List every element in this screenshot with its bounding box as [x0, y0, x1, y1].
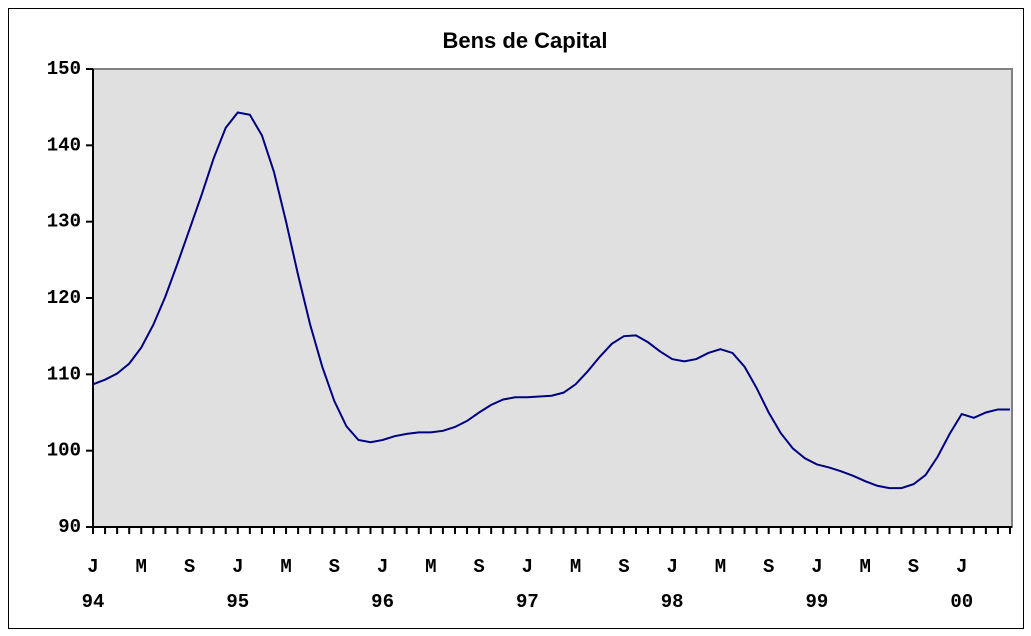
- x-tick-label: J: [522, 556, 533, 578]
- x-tick-label: M: [570, 556, 581, 578]
- x-tick-label: J: [377, 556, 388, 578]
- x-group-label: 00: [950, 591, 973, 613]
- x-tick-label: M: [715, 556, 726, 578]
- y-tick-label: 120: [47, 287, 81, 309]
- x-group-label: 94: [82, 591, 105, 613]
- x-group-label: 96: [371, 591, 394, 613]
- y-tick-label: 130: [47, 211, 81, 233]
- x-tick-label: S: [908, 556, 919, 578]
- x-tick-label: J: [232, 556, 243, 578]
- x-tick-label: J: [87, 556, 98, 578]
- data-line: [92, 111, 1010, 490]
- x-tick-label: J: [956, 556, 967, 578]
- x-group-label: 95: [226, 591, 249, 613]
- x-tick-label: M: [280, 556, 291, 578]
- x-tick-label: M: [860, 556, 871, 578]
- y-tick-label: 110: [47, 363, 81, 385]
- y-tick-label: 100: [47, 440, 81, 462]
- x-tick-label: M: [425, 556, 436, 578]
- y-tick-label: 150: [47, 58, 81, 80]
- y-tick-label: 90: [58, 516, 81, 538]
- x-tick-label: S: [329, 556, 340, 578]
- x-group-label: 99: [806, 591, 829, 613]
- x-group-label: 97: [516, 591, 539, 613]
- x-tick-label: J: [811, 556, 822, 578]
- x-tick-label: M: [136, 556, 147, 578]
- plot-area: [92, 68, 1013, 528]
- chart-title: Bens de Capital: [442, 28, 607, 53]
- x-tick-label: S: [184, 556, 195, 578]
- y-tick-label: 140: [47, 134, 81, 156]
- x-tick-label: S: [618, 556, 629, 578]
- x-tick-label: S: [473, 556, 484, 578]
- x-group-label: 98: [661, 591, 684, 613]
- x-tick-label: S: [763, 556, 774, 578]
- x-tick-label: J: [666, 556, 677, 578]
